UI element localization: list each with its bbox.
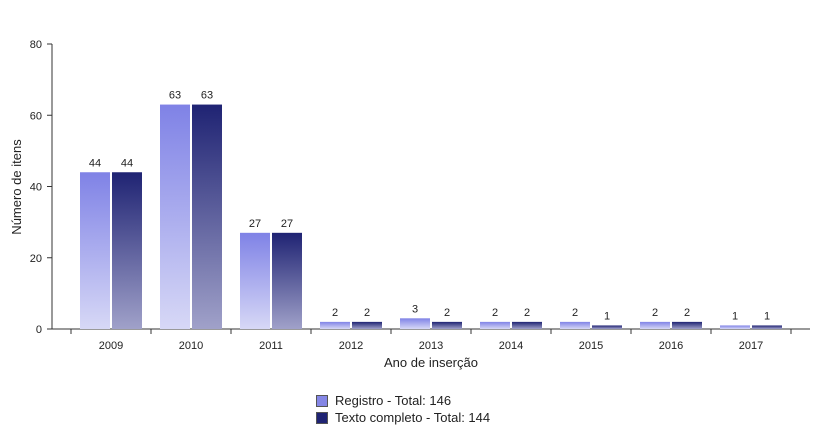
data-label: 2 — [524, 307, 530, 319]
axes: 0 20 40 60 80 2009 2010 2011 2012 2013 2014 2015 201… — [30, 39, 810, 352]
data-label: 3 — [412, 303, 418, 315]
data-label: 2 — [652, 307, 658, 319]
y-tick-label: 0 — [36, 324, 42, 336]
x-tick-label: 2011 — [259, 340, 283, 352]
bar-texto-completo — [352, 321, 382, 329]
legend-swatch-registro — [316, 394, 328, 407]
bar-texto-completo — [672, 321, 702, 329]
bar-registro — [80, 172, 110, 329]
x-tick-label: 2016 — [659, 340, 683, 352]
bar-registro — [400, 318, 430, 329]
x-tick-label: 2014 — [499, 340, 523, 352]
data-label: 1 — [764, 310, 770, 322]
bar-texto-completo — [192, 104, 222, 329]
bar-chart: Número de itens Ano de inserção 0 20 40 60 8… — [9, 39, 810, 370]
bars: 44 44 63 63 27 27 2 2 3 2 2 2 2 1 2 2 1 1 — [80, 90, 782, 329]
y-tick-label: 60 — [30, 110, 42, 122]
legend-swatch-texto-completo — [316, 411, 328, 424]
bar-registro — [160, 104, 190, 329]
y-tick-label: 80 — [30, 39, 42, 51]
legend-item-registro[interactable]: Registro - Total: 146 — [316, 392, 490, 409]
y-tick-label: 40 — [30, 182, 42, 194]
data-label: 44 — [89, 157, 101, 169]
data-label: 2 — [492, 307, 498, 319]
legend: Registro - Total: 146 Texto completo - T… — [316, 392, 490, 426]
bar-registro — [320, 321, 350, 329]
y-axis-title: Número de itens — [9, 139, 24, 235]
y-tick-label: 20 — [30, 253, 42, 265]
data-label: 2 — [332, 307, 338, 319]
x-tick-label: 2015 — [579, 340, 603, 352]
bar-registro — [640, 321, 670, 329]
x-axis-title: Ano de inserção — [384, 355, 478, 370]
data-label: 63 — [169, 90, 181, 102]
bar-texto-completo — [112, 172, 142, 329]
data-label: 2 — [572, 307, 578, 319]
data-label: 2 — [684, 307, 690, 319]
bar-registro — [720, 325, 750, 329]
data-label: 2 — [364, 307, 370, 319]
bar-registro — [480, 321, 510, 329]
bar-texto-completo — [512, 321, 542, 329]
bar-texto-completo — [592, 325, 622, 329]
legend-label-registro: Registro - Total: 146 — [335, 393, 452, 408]
x-tick-label: 2009 — [99, 340, 123, 352]
bar-registro — [240, 232, 270, 329]
legend-item-texto-completo[interactable]: Texto completo - Total: 144 — [316, 409, 490, 426]
x-tick-label: 2012 — [339, 340, 363, 352]
data-label: 27 — [249, 218, 261, 230]
bar-texto-completo — [752, 325, 782, 329]
data-label: 1 — [604, 310, 610, 322]
x-tick-label: 2013 — [419, 340, 443, 352]
data-label: 2 — [444, 307, 450, 319]
bar-texto-completo — [432, 321, 462, 329]
x-tick-label: 2010 — [179, 340, 203, 352]
bar-registro — [560, 321, 590, 329]
data-label: 63 — [201, 90, 213, 102]
data-label: 27 — [281, 218, 293, 230]
data-label: 44 — [121, 157, 133, 169]
x-tick-label: 2017 — [739, 340, 763, 352]
legend-label-texto-completo: Texto completo - Total: 144 — [335, 410, 491, 425]
bar-texto-completo — [272, 232, 302, 329]
data-label: 1 — [732, 310, 738, 322]
